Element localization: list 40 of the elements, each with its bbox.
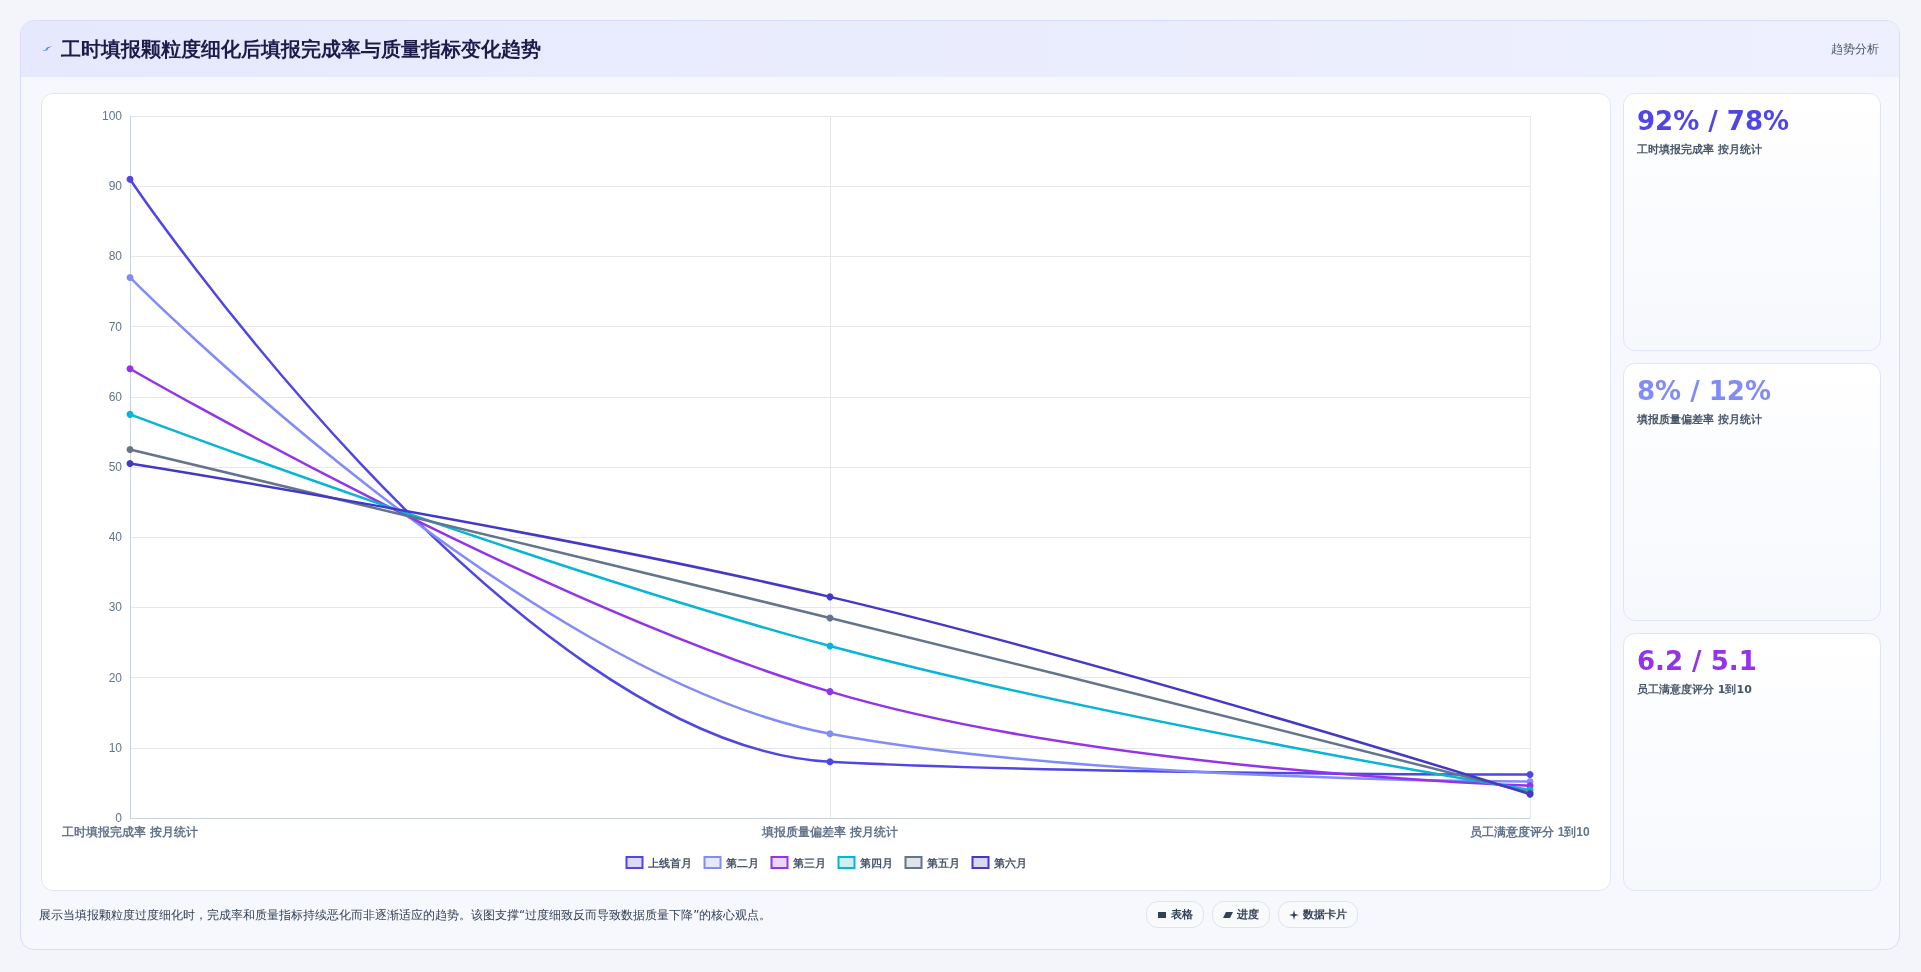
point	[826, 688, 834, 696]
text: 表格	[1171, 907, 1193, 922]
point	[126, 365, 134, 373]
y-tick-label: 0	[115, 811, 123, 825]
text: 数据卡片	[1303, 907, 1347, 922]
x-tick-label: 填报质量偏差率 按月统计	[761, 825, 898, 839]
y-tick-label: 100	[101, 109, 123, 123]
text: 进度	[1237, 907, 1259, 922]
text: 展示当填报颗粒度过度细化时，完成率和质量指标持续恶化而非逐渐适应的趋势。该图支撑“过度细致反而导致数据质量下降”的核心观点。	[39, 907, 772, 924]
y-tick-label: 40	[108, 530, 123, 545]
text: 6.2 / 5.1	[1637, 646, 1757, 676]
legend-label: 第五月	[925, 856, 960, 869]
text: 92% / 78%	[1637, 106, 1790, 136]
y-tick-label: 50	[108, 460, 123, 474]
y-tick-label: 80	[108, 249, 123, 264]
y-tick-label: 90	[108, 179, 123, 194]
text: 员工满意度评分 1到10	[1637, 682, 1752, 697]
text: 趋势分析	[1831, 41, 1879, 58]
point	[126, 273, 134, 281]
y-tick-label: 20	[108, 670, 123, 685]
text: 填报质量偏差率 按月统计	[1637, 412, 1762, 427]
legend-label: 第四月	[858, 856, 893, 869]
legend-label: 上线首月	[646, 856, 692, 869]
point	[126, 410, 134, 418]
chart-title: 工时填报颗粒度细化后填报完成率与质量指标变化趋势	[61, 35, 541, 63]
y-tick-label: 70	[108, 319, 123, 334]
text: 工时填报完成率 按月统计	[1637, 142, 1762, 157]
legend-label: 第二月	[724, 856, 759, 869]
point	[126, 445, 134, 453]
x-tick-label: 员工满意度评分 1到10	[1470, 825, 1590, 839]
y-tick-label: 60	[108, 389, 123, 404]
text: 8% / 12%	[1637, 376, 1771, 406]
legend-label: 第六月	[992, 856, 1027, 869]
y-tick-label: 10	[108, 740, 123, 755]
point	[1526, 770, 1534, 778]
legend-label: 第三月	[791, 856, 826, 869]
point	[826, 730, 834, 738]
y-tick-label: 30	[108, 600, 123, 615]
x-tick-label: 工时填报完成率 按月统计	[61, 825, 198, 839]
point	[126, 459, 134, 467]
